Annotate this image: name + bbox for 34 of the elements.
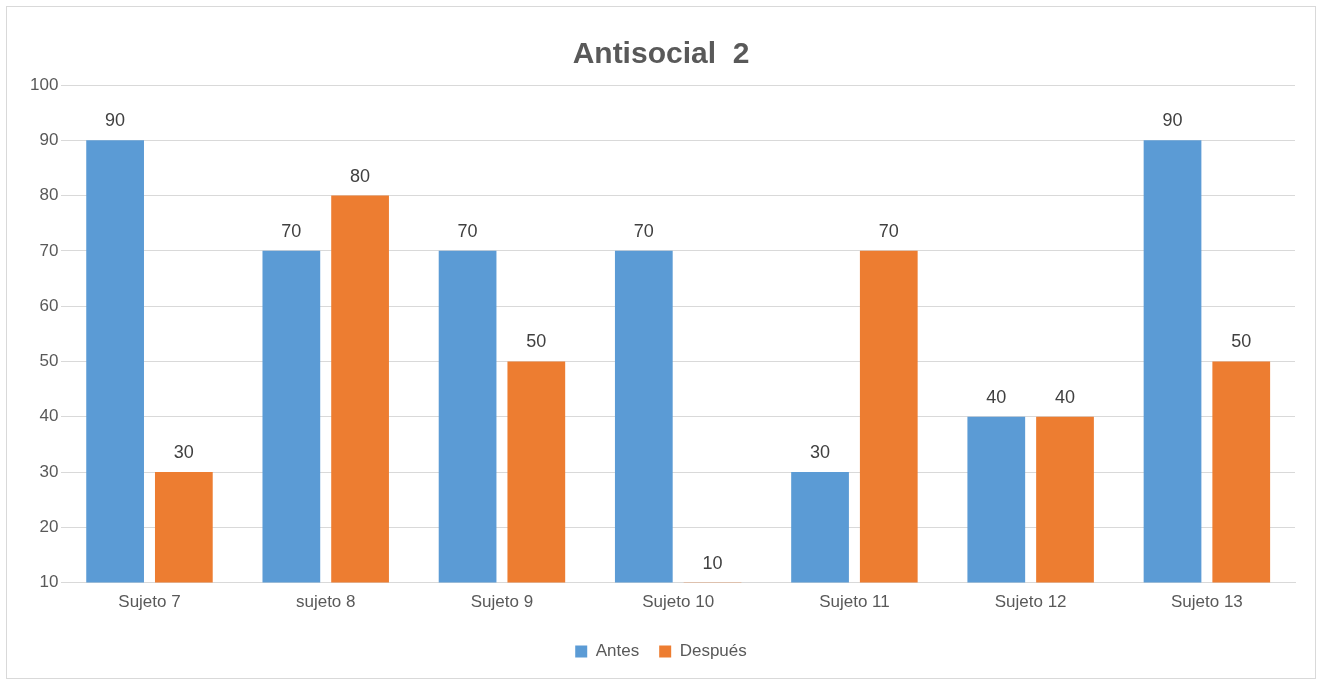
data-label: 40 — [1055, 386, 1076, 407]
data-label: 70 — [633, 220, 654, 241]
chart-title: Antisocial 2 — [572, 36, 750, 70]
x-tick-label: Sujeto 11 — [819, 592, 890, 612]
legend-label: Después — [679, 641, 747, 661]
legend-label: Antes — [595, 641, 640, 661]
y-tick-label: 60 — [39, 295, 59, 315]
x-tick-label: Sujeto 12 — [994, 592, 1067, 612]
data-label: 30 — [810, 441, 831, 462]
x-tick-label: Sujeto 9 — [470, 592, 534, 612]
y-tick-label: 30 — [39, 461, 59, 481]
data-label: 90 — [105, 110, 126, 131]
y-tick-label: 80 — [39, 185, 59, 205]
data-label: 70 — [457, 220, 478, 241]
x-tick-label: Sujeto 13 — [1170, 592, 1243, 612]
data-label: 90 — [1162, 110, 1183, 131]
x-tick-label: Sujeto 10 — [642, 592, 715, 612]
data-label: 40 — [986, 386, 1007, 407]
y-tick-label: 40 — [39, 406, 59, 426]
y-tick-label: 10 — [39, 572, 59, 592]
x-tick-label: Sujeto 7 — [118, 592, 181, 612]
data-label: 70 — [878, 220, 899, 241]
y-tick-label: 70 — [39, 240, 59, 260]
y-tick-label: 50 — [39, 351, 59, 371]
data-label: 50 — [1231, 331, 1252, 352]
y-tick-label: 100 — [29, 74, 59, 94]
data-label: 10 — [702, 552, 723, 573]
y-tick-label: 20 — [39, 517, 59, 536]
data-label: 70 — [281, 220, 302, 241]
x-tick-label: sujeto 8 — [295, 592, 356, 612]
y-tick-label: 90 — [39, 129, 59, 149]
data-label: 80 — [350, 165, 371, 186]
data-label: 50 — [526, 331, 547, 352]
data-label: 30 — [173, 441, 194, 462]
